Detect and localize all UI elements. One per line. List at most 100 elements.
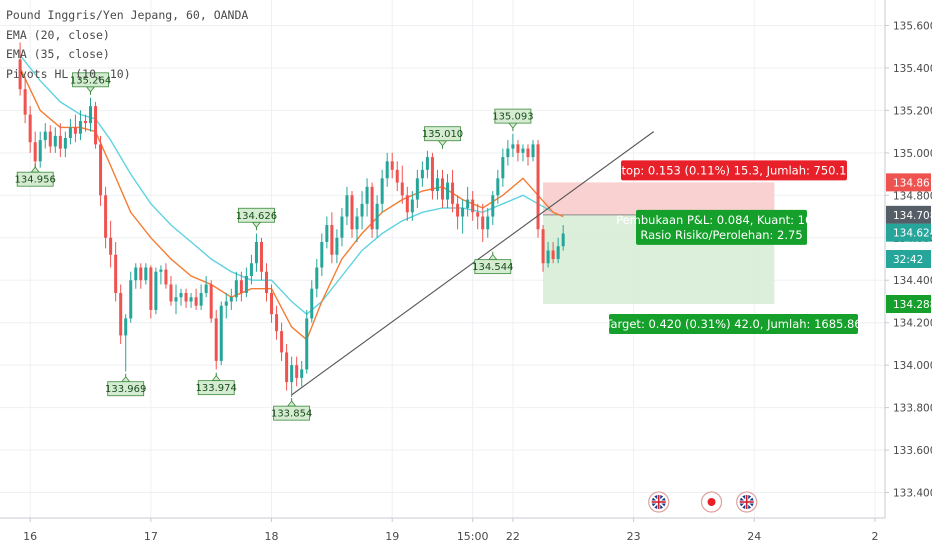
candle-body [104,195,108,238]
price-tick-label: 135.600 [893,20,932,32]
pivot-label: 134.626 [236,207,277,231]
event-dot [707,498,716,506]
candle-body [275,314,279,332]
axis-price-label-text: 134.288 [893,299,932,311]
price-tick-label: 135.200 [893,105,932,117]
axis-price-label-bg [886,295,931,314]
candle-body [516,144,520,153]
candle-body [315,267,319,289]
time-tick-label: 24 [747,530,761,543]
legend-ema20[interactable]: EMA (20, close) [6,27,110,42]
uk-flag-icon[interactable] [736,491,758,513]
candle-body [58,135,62,149]
pivot-arrow [508,122,518,129]
candle-body [18,59,22,90]
legend-pivots[interactable]: Pivots HL (10, 10) [6,66,131,81]
candle-body [365,186,369,204]
axis-price-label: 134.624 [886,223,932,242]
candle-body [531,144,535,158]
pivot-arrow [30,166,41,173]
pivot-box [424,126,461,142]
candle-body [139,267,143,281]
candle-body [169,284,173,302]
pivot-price-text: 134.544 [472,262,513,273]
pivot-box [107,381,145,397]
target-label-bg [609,314,858,335]
candle-body [360,203,364,217]
pivot-label: 133.974 [196,372,237,396]
candle-body [244,275,248,293]
candle-body [546,250,550,264]
candle-body [94,106,98,145]
pivot-price-text: 135.264 [70,75,111,86]
target-label: Target: 0.420 (0.31%) 42.0, Jumlah: 1685… [604,314,862,335]
pivot-price-text: 133.974 [196,383,237,394]
candle-body [561,233,565,247]
candle-body [415,178,419,200]
candle-body [491,195,495,217]
candle-body [264,271,269,293]
candle-body [305,318,309,370]
candle-body [536,144,540,230]
pivot-label: 133.854 [271,398,312,421]
time-tick-label: 2 [871,530,878,543]
pnl-label-text: Rasio Risiko/Perolehan: 2.75 [640,228,802,242]
candle-body [400,182,404,196]
price-tick-label: 134.400 [893,275,932,287]
candle-body [149,267,153,310]
candle-body [335,237,339,255]
pivot-arrow [211,375,222,382]
pivot-box [474,259,512,275]
candle-body [435,178,439,192]
candle-body [380,178,384,204]
candle-body [496,178,500,196]
pivot-label: 135.264 [70,72,111,95]
candle-body [78,121,82,134]
pnl-label-text: Pembukaan P&L: 0.084, Kuant: 1633 [616,213,827,227]
price-tick-label: 134.000 [893,360,932,372]
candle-body [541,229,545,264]
candle-body [184,292,188,302]
candle-body [214,318,218,361]
price-tick-label: 135.400 [893,63,932,75]
pivot-box [16,171,54,187]
candle-body [511,144,515,149]
candle-body [456,203,460,217]
candle-body [501,157,505,179]
pivot-price-text: 134.626 [236,211,277,222]
candle-body [164,269,168,285]
candle-body [23,89,27,115]
candle-body [375,203,379,230]
pivot-arrow [120,376,131,383]
candle-body [410,199,414,213]
stop-label-bg [621,160,847,181]
axis-price-label-text: 134.624 [893,228,932,240]
candle-body [350,195,354,230]
candle-body [385,161,389,179]
candle-body [390,161,394,170]
candle-body [506,148,510,158]
grid [0,0,885,518]
pivot-price-text: 135.010 [422,129,463,140]
candle-body [249,263,253,276]
price-tick-label: 133.800 [893,403,932,415]
pivot-box [494,108,532,124]
candle-body [89,106,93,124]
legend-ema35[interactable]: EMA (35, close) [6,47,110,61]
candle-body [28,114,32,143]
candle-body [189,297,193,302]
price-tick-label: 135.000 [893,148,932,160]
uk-flag-icon[interactable] [648,491,670,513]
pivot-label: 133.969 [105,373,146,397]
candle-body [159,269,163,272]
candle-body [440,178,445,200]
candle-body [476,212,480,217]
candle-body [134,267,138,281]
candle-body [556,246,560,259]
candle-body [219,305,223,361]
pivot-label: 135.093 [492,108,534,132]
legend-symbol-title[interactable]: Pound Inggris/Yen Jepang, 60, OANDA [6,8,249,22]
candle-body [83,121,87,124]
event-dot-icon[interactable] [700,491,723,513]
